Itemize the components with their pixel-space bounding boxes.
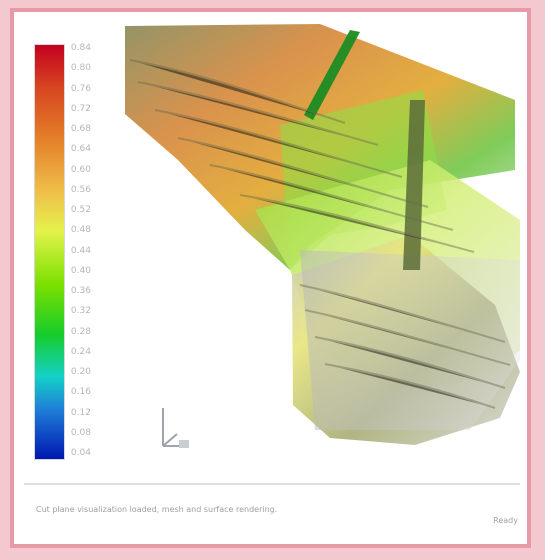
legend-tick: 0.52 bbox=[70, 205, 91, 215]
legend-tick: 0.12 bbox=[70, 407, 91, 418]
diagonal-probe bbox=[304, 30, 360, 120]
legend-tick: 0.44 bbox=[70, 245, 91, 256]
legend-tick: 0.84 bbox=[70, 43, 91, 53]
legend-tick: 0.72 bbox=[70, 103, 91, 114]
status-right: Ready bbox=[493, 516, 518, 525]
legend-tick: 0.08 bbox=[70, 427, 91, 438]
legend-tick: 0.64 bbox=[70, 144, 91, 155]
status-bar: Cut plane visualization loaded, mesh and… bbox=[24, 500, 520, 530]
legend-tick: 0.36 bbox=[70, 286, 91, 296]
legend-tick: 0.56 bbox=[70, 184, 91, 195]
translucent-fan bbox=[300, 250, 520, 430]
legend-tick: 0.68 bbox=[70, 124, 91, 134]
status-message: Cut plane visualization loaded, mesh and… bbox=[36, 505, 278, 514]
legend-tick: 0.28 bbox=[70, 326, 91, 337]
legend-ticks: 0.84 0.80 0.76 0.72 0.68 0.64 0.60 0.56 … bbox=[71, 44, 96, 458]
legend-tick: 0.20 bbox=[70, 367, 91, 377]
color-scale-bar bbox=[34, 44, 65, 460]
legend-tick: 0.48 bbox=[70, 225, 91, 236]
legend-tick: 0.40 bbox=[70, 265, 91, 276]
color-legend: 0.84 0.80 0.76 0.72 0.68 0.64 0.60 0.56 … bbox=[34, 44, 96, 460]
axis-triad-icon bbox=[162, 408, 189, 448]
legend-tick: 0.16 bbox=[70, 387, 91, 398]
mesh-lines bbox=[129, 59, 511, 409]
legend-tick: 0.60 bbox=[70, 164, 91, 175]
legend-tick: 0.24 bbox=[70, 346, 91, 357]
status-divider bbox=[24, 483, 520, 485]
legend-tick: 0.32 bbox=[70, 306, 91, 317]
legend-tick: 0.04 bbox=[70, 448, 91, 458]
legend-tick: 0.80 bbox=[70, 63, 91, 74]
legend-tick: 0.76 bbox=[70, 83, 91, 94]
vertical-probe bbox=[403, 100, 425, 270]
